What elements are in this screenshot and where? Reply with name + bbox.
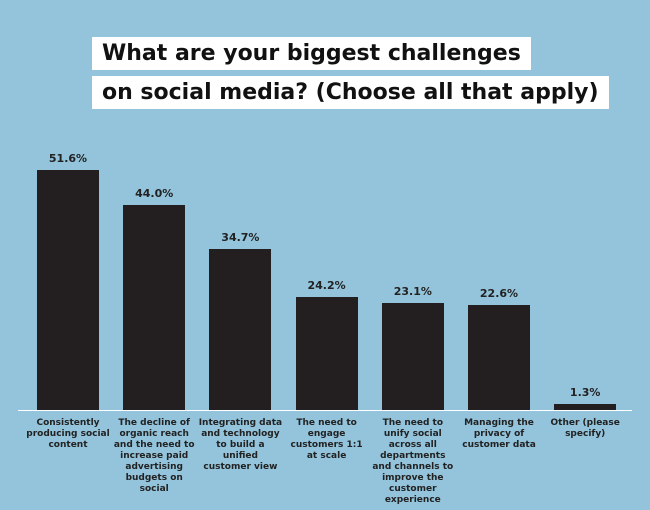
category-label: Other (please specify) bbox=[550, 418, 620, 439]
value-label: 22.6% bbox=[479, 286, 519, 300]
bar bbox=[37, 170, 99, 410]
baseline bbox=[18, 410, 632, 411]
bar bbox=[468, 304, 530, 410]
chart-title: What are your biggest challenges on soci… bbox=[92, 34, 609, 112]
value-label: 51.6% bbox=[48, 152, 88, 166]
category-label: The need to engage customers 1:1 at scal… bbox=[290, 418, 363, 461]
category-label: Managing the privacy of customer data bbox=[462, 418, 536, 450]
bar bbox=[123, 205, 186, 410]
bar bbox=[381, 302, 444, 410]
bar bbox=[209, 248, 272, 410]
category-label: Integrating data and technology to build… bbox=[198, 418, 283, 472]
bar bbox=[554, 403, 617, 410]
category-label: The need to unify social across all depa… bbox=[372, 418, 454, 505]
value-label: 44.0% bbox=[135, 187, 174, 201]
value-label: 24.2% bbox=[307, 279, 346, 293]
category-label: The decline of organic reach and the nee… bbox=[113, 418, 195, 494]
value-label: 23.1% bbox=[393, 284, 432, 298]
bar bbox=[295, 297, 358, 410]
value-label: 1.3% bbox=[569, 385, 601, 399]
chart-title-text: What are your biggest challenges on soci… bbox=[92, 37, 609, 109]
category-label: Consistently producing social content bbox=[26, 418, 110, 450]
value-label: 34.7% bbox=[221, 230, 260, 244]
